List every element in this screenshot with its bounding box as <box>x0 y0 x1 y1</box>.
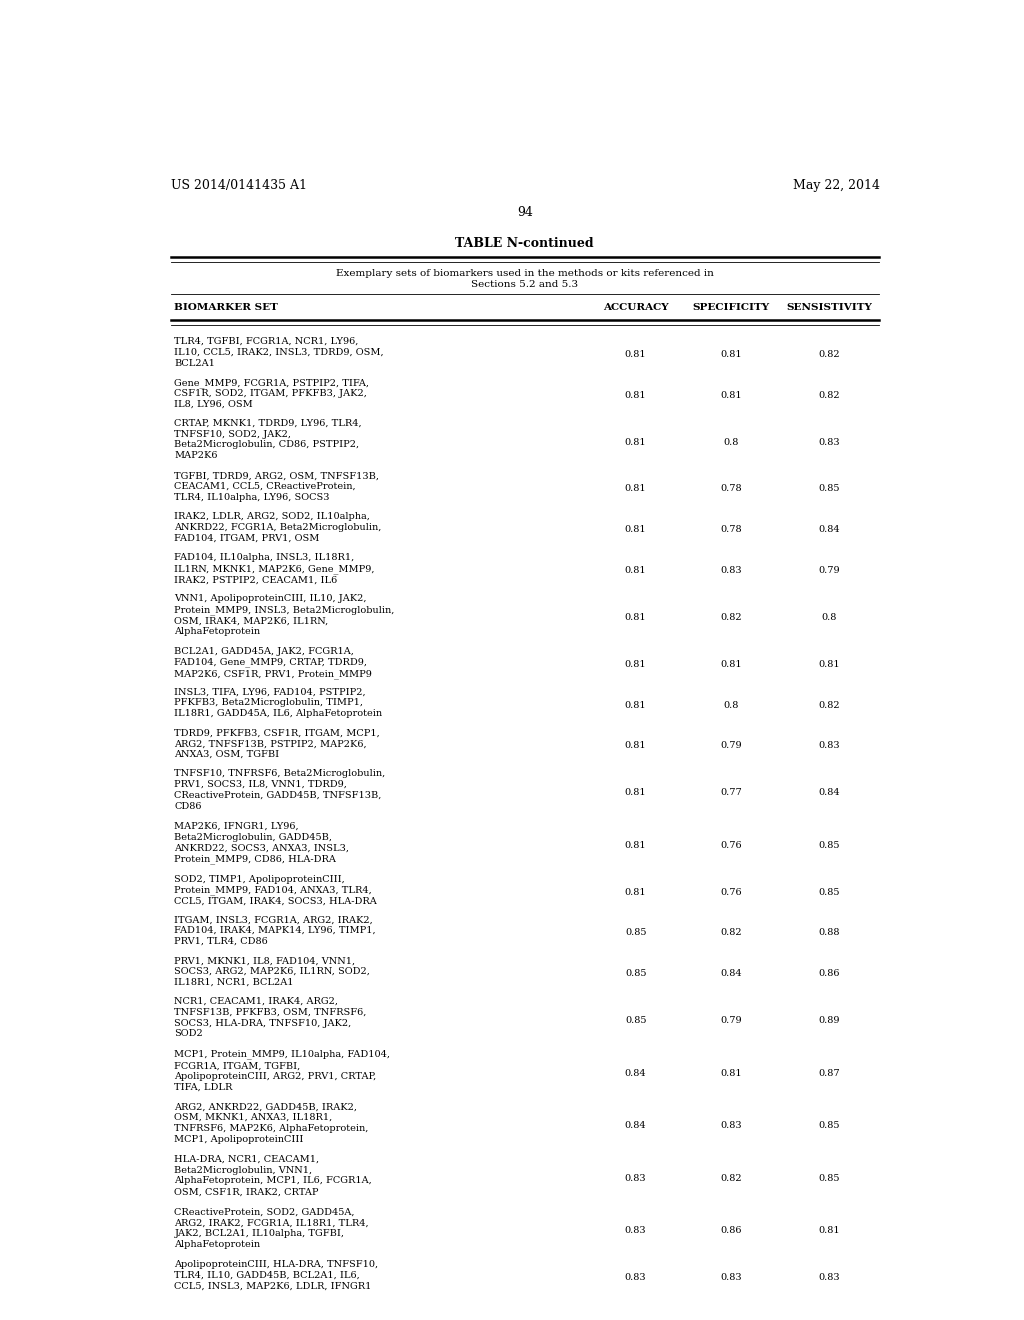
Text: ARG2, ANKRD22, GADD45B, IRAK2,
OSM, MKNK1, ANXA3, IL18R1,
TNFRSF6, MAP2K6, Alpha: ARG2, ANKRD22, GADD45B, IRAK2, OSM, MKNK… <box>174 1102 369 1143</box>
Text: 0.81: 0.81 <box>625 742 646 751</box>
Text: FAD104, IL10alpha, INSL3, IL18R1,
IL1RN, MKNK1, MAP2K6, Gene_MMP9,
IRAK2, PSTPIP: FAD104, IL10alpha, INSL3, IL18R1, IL1RN,… <box>174 553 375 585</box>
Text: SOD2, TIMP1, ApolipoproteinCIII,
Protein_MMP9, FAD104, ANXA3, TLR4,
CCL5, ITGAM,: SOD2, TIMP1, ApolipoproteinCIII, Protein… <box>174 875 377 906</box>
Text: 0.82: 0.82 <box>818 350 840 359</box>
Text: 0.77: 0.77 <box>720 788 741 797</box>
Text: 0.86: 0.86 <box>720 1226 741 1236</box>
Text: May 22, 2014: May 22, 2014 <box>793 178 880 191</box>
Text: 0.76: 0.76 <box>720 841 741 850</box>
Text: 0.85: 0.85 <box>818 1121 840 1130</box>
Text: ITGAM, INSL3, FCGR1A, ARG2, IRAK2,
FAD104, IRAK4, MAPK14, LY96, TIMP1,
PRV1, TLR: ITGAM, INSL3, FCGR1A, ARG2, IRAK2, FAD10… <box>174 915 376 946</box>
Text: Gene_MMP9, FCGR1A, PSTPIP2, TIFA,
CSF1R, SOD2, ITGAM, PFKFB3, JAK2,
IL8, LY96, O: Gene_MMP9, FCGR1A, PSTPIP2, TIFA, CSF1R,… <box>174 378 370 409</box>
Text: IRAK2, LDLR, ARG2, SOD2, IL10alpha,
ANKRD22, FCGR1A, Beta2Microglobulin,
FAD104,: IRAK2, LDLR, ARG2, SOD2, IL10alpha, ANKR… <box>174 512 382 543</box>
Text: 0.87: 0.87 <box>818 1069 840 1077</box>
Text: 0.83: 0.83 <box>720 566 741 576</box>
Text: MAP2K6, IFNGR1, LY96,
Beta2Microglobulin, GADD45B,
ANKRD22, SOCS3, ANXA3, INSL3,: MAP2K6, IFNGR1, LY96, Beta2Microglobulin… <box>174 822 349 863</box>
Text: 94: 94 <box>517 206 532 219</box>
Text: INSL3, TIFA, LY96, FAD104, PSTPIP2,
PFKFB3, Beta2Microglobulin, TIMP1,
IL18R1, G: INSL3, TIFA, LY96, FAD104, PSTPIP2, PFKF… <box>174 688 383 718</box>
Text: 0.82: 0.82 <box>720 928 741 937</box>
Text: 0.81: 0.81 <box>720 1069 741 1077</box>
Text: 0.84: 0.84 <box>625 1121 646 1130</box>
Text: 0.81: 0.81 <box>625 566 646 576</box>
Text: 0.81: 0.81 <box>625 391 646 400</box>
Text: 0.81: 0.81 <box>625 612 646 622</box>
Text: Exemplary sets of biomarkers used in the methods or kits referenced in: Exemplary sets of biomarkers used in the… <box>336 269 714 279</box>
Text: 0.81: 0.81 <box>625 660 646 669</box>
Text: 0.81: 0.81 <box>818 660 840 669</box>
Text: PRV1, MKNK1, IL8, FAD104, VNN1,
SOCS3, ARG2, MAP2K6, IL1RN, SOD2,
IL18R1, NCR1, : PRV1, MKNK1, IL8, FAD104, VNN1, SOCS3, A… <box>174 956 371 987</box>
Text: 0.81: 0.81 <box>720 391 741 400</box>
Text: 0.81: 0.81 <box>818 1226 840 1236</box>
Text: HLA-DRA, NCR1, CEACAM1,
Beta2Microglobulin, VNN1,
AlphaFetoprotein, MCP1, IL6, F: HLA-DRA, NCR1, CEACAM1, Beta2Microglobul… <box>174 1155 373 1196</box>
Text: 0.8: 0.8 <box>723 438 738 446</box>
Text: CRTAP, MKNK1, TDRD9, LY96, TLR4,
TNFSF10, SOD2, JAK2,
Beta2Microglobulin, CD86, : CRTAP, MKNK1, TDRD9, LY96, TLR4, TNFSF10… <box>174 418 362 461</box>
Text: 0.81: 0.81 <box>625 525 646 535</box>
Text: 0.79: 0.79 <box>720 1016 741 1026</box>
Text: 0.83: 0.83 <box>625 1226 646 1236</box>
Text: 0.84: 0.84 <box>720 969 741 978</box>
Text: TABLE N-continued: TABLE N-continued <box>456 236 594 249</box>
Text: 0.78: 0.78 <box>720 484 741 494</box>
Text: TNFSF10, TNFRSF6, Beta2Microglobulin,
PRV1, SOCS3, IL8, VNN1, TDRD9,
CReactivePr: TNFSF10, TNFRSF6, Beta2Microglobulin, PR… <box>174 770 386 810</box>
Text: 0.81: 0.81 <box>625 841 646 850</box>
Text: ApolipoproteinCIII, HLA-DRA, TNFSF10,
TLR4, IL10, GADD45B, BCL2A1, IL6,
CCL5, IN: ApolipoproteinCIII, HLA-DRA, TNFSF10, TL… <box>174 1261 379 1291</box>
Text: 0.85: 0.85 <box>818 484 840 494</box>
Text: SENSISTIVITY: SENSISTIVITY <box>786 304 872 313</box>
Text: 0.86: 0.86 <box>818 969 840 978</box>
Text: 0.83: 0.83 <box>818 438 840 446</box>
Text: 0.84: 0.84 <box>818 525 840 535</box>
Text: NCR1, CEACAM1, IRAK4, ARG2,
TNFSF13B, PFKFB3, OSM, TNFRSF6,
SOCS3, HLA-DRA, TNFS: NCR1, CEACAM1, IRAK4, ARG2, TNFSF13B, PF… <box>174 997 367 1039</box>
Text: 0.76: 0.76 <box>720 887 741 896</box>
Text: MCP1, Protein_MMP9, IL10alpha, FAD104,
FCGR1A, ITGAM, TGFBI,
ApolipoproteinCIII,: MCP1, Protein_MMP9, IL10alpha, FAD104, F… <box>174 1049 390 1092</box>
Text: TGFBI, TDRD9, ARG2, OSM, TNFSF13B,
CEACAM1, CCL5, CReactiveProtein,
TLR4, IL10al: TGFBI, TDRD9, ARG2, OSM, TNFSF13B, CEACA… <box>174 471 380 502</box>
Text: 0.82: 0.82 <box>720 612 741 622</box>
Text: US 2014/0141435 A1: US 2014/0141435 A1 <box>171 178 306 191</box>
Text: CReactiveProtein, SOD2, GADD45A,
ARG2, IRAK2, FCGR1A, IL18R1, TLR4,
JAK2, BCL2A1: CReactiveProtein, SOD2, GADD45A, ARG2, I… <box>174 1208 369 1249</box>
Text: 0.85: 0.85 <box>625 969 646 978</box>
Text: 0.84: 0.84 <box>818 788 840 797</box>
Text: 0.88: 0.88 <box>818 928 840 937</box>
Text: 0.81: 0.81 <box>625 788 646 797</box>
Text: TDRD9, PFKFB3, CSF1R, ITGAM, MCP1,
ARG2, TNFSF13B, PSTPIP2, MAP2K6,
ANXA3, OSM, : TDRD9, PFKFB3, CSF1R, ITGAM, MCP1, ARG2,… <box>174 729 380 759</box>
Text: 0.81: 0.81 <box>625 350 646 359</box>
Text: 0.83: 0.83 <box>625 1173 646 1183</box>
Text: BIOMARKER SET: BIOMARKER SET <box>174 304 279 313</box>
Text: 0.8: 0.8 <box>821 612 837 622</box>
Text: SPECIFICITY: SPECIFICITY <box>692 304 769 313</box>
Text: 0.79: 0.79 <box>818 566 840 576</box>
Text: VNN1, ApolipoproteinCIII, IL10, JAK2,
Protein_MMP9, INSL3, Beta2Microglobulin,
O: VNN1, ApolipoproteinCIII, IL10, JAK2, Pr… <box>174 594 395 636</box>
Text: 0.83: 0.83 <box>625 1274 646 1282</box>
Text: 0.85: 0.85 <box>818 887 840 896</box>
Text: 0.83: 0.83 <box>720 1121 741 1130</box>
Text: 0.85: 0.85 <box>625 928 646 937</box>
Text: 0.81: 0.81 <box>625 701 646 710</box>
Text: 0.83: 0.83 <box>818 1274 840 1282</box>
Text: 0.89: 0.89 <box>818 1016 840 1026</box>
Text: 0.83: 0.83 <box>720 1274 741 1282</box>
Text: 0.8: 0.8 <box>723 701 738 710</box>
Text: 0.82: 0.82 <box>818 701 840 710</box>
Text: ACCURACY: ACCURACY <box>603 304 669 313</box>
Text: Sections 5.2 and 5.3: Sections 5.2 and 5.3 <box>471 280 579 289</box>
Text: 0.79: 0.79 <box>720 742 741 751</box>
Text: 0.85: 0.85 <box>818 1173 840 1183</box>
Text: TLR4, TGFBI, FCGR1A, NCR1, LY96,
IL10, CCL5, IRAK2, INSL3, TDRD9, OSM,
BCL2A1: TLR4, TGFBI, FCGR1A, NCR1, LY96, IL10, C… <box>174 337 384 367</box>
Text: 0.83: 0.83 <box>818 742 840 751</box>
Text: 0.82: 0.82 <box>720 1173 741 1183</box>
Text: 0.78: 0.78 <box>720 525 741 535</box>
Text: 0.82: 0.82 <box>818 391 840 400</box>
Text: BCL2A1, GADD45A, JAK2, FCGR1A,
FAD104, Gene_MMP9, CRTAP, TDRD9,
MAP2K6, CSF1R, P: BCL2A1, GADD45A, JAK2, FCGR1A, FAD104, G… <box>174 647 373 678</box>
Text: 0.84: 0.84 <box>625 1069 646 1077</box>
Text: 0.81: 0.81 <box>720 660 741 669</box>
Text: 0.81: 0.81 <box>625 438 646 446</box>
Text: 0.85: 0.85 <box>625 1016 646 1026</box>
Text: 0.81: 0.81 <box>625 887 646 896</box>
Text: 0.85: 0.85 <box>818 841 840 850</box>
Text: 0.81: 0.81 <box>720 350 741 359</box>
Text: 0.81: 0.81 <box>625 484 646 494</box>
